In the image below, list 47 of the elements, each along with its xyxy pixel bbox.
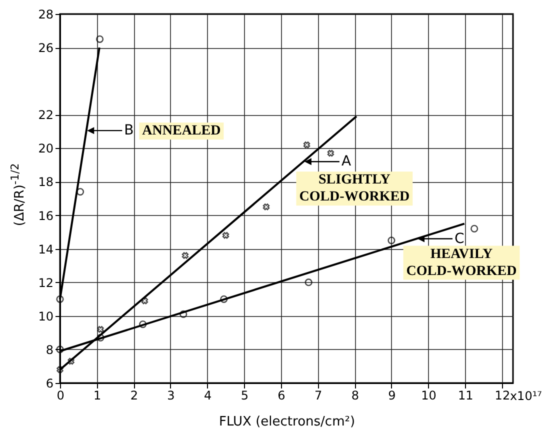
point xyxy=(262,204,270,210)
point xyxy=(303,141,310,148)
x-tick-label: 4 xyxy=(204,388,212,402)
annotation: ANNEALED xyxy=(142,124,221,139)
point xyxy=(388,236,396,244)
y-tick-label: 20 xyxy=(38,142,54,156)
x-tick-label: 2 xyxy=(130,388,138,402)
point xyxy=(96,35,104,43)
y-tick-label: 26 xyxy=(38,41,54,56)
point xyxy=(141,297,148,304)
point xyxy=(220,295,228,303)
point xyxy=(327,150,334,157)
y-tick-label: 10 xyxy=(38,309,54,324)
point xyxy=(97,326,104,333)
x-axis-title: FLUX (electrons/cm²) xyxy=(218,414,356,430)
x-tick-label: 5 xyxy=(240,388,248,402)
x-tick-label: 11 xyxy=(458,388,474,402)
point xyxy=(56,366,64,373)
y-tick-label: 12 xyxy=(38,276,54,290)
x-tick-label: 10 xyxy=(421,388,436,402)
point xyxy=(304,278,312,286)
x-tick-label: 0 xyxy=(56,388,64,402)
y-tick-label: 14 xyxy=(38,242,54,256)
y-tick-label: 16 xyxy=(38,208,54,223)
point xyxy=(222,232,230,239)
annotation: C xyxy=(454,230,465,247)
point xyxy=(139,320,147,328)
annotation: B xyxy=(124,122,134,139)
y-tick-label: 28 xyxy=(38,8,54,22)
x-tick-label: 12 xyxy=(494,388,510,402)
point xyxy=(470,224,478,232)
point xyxy=(180,310,188,318)
annotation: A xyxy=(341,154,352,170)
y-tick-label: 22 xyxy=(38,108,54,122)
x-tick-label: 7 xyxy=(314,388,322,402)
point xyxy=(182,252,189,259)
x-tick-label: 6 xyxy=(278,388,286,402)
x-tick-label: 8 xyxy=(351,388,359,402)
y-tick-label: 8 xyxy=(46,342,54,357)
x-tick-label: 9 xyxy=(388,388,396,402)
x-tick-label: 3 xyxy=(167,388,175,402)
text: x10¹⁷ xyxy=(510,389,542,403)
y-tick-label: 6 xyxy=(46,376,54,390)
point xyxy=(96,334,104,342)
x-tick-label: 1 xyxy=(94,388,102,402)
y-tick-label: 18 xyxy=(38,175,54,190)
point xyxy=(68,358,74,365)
